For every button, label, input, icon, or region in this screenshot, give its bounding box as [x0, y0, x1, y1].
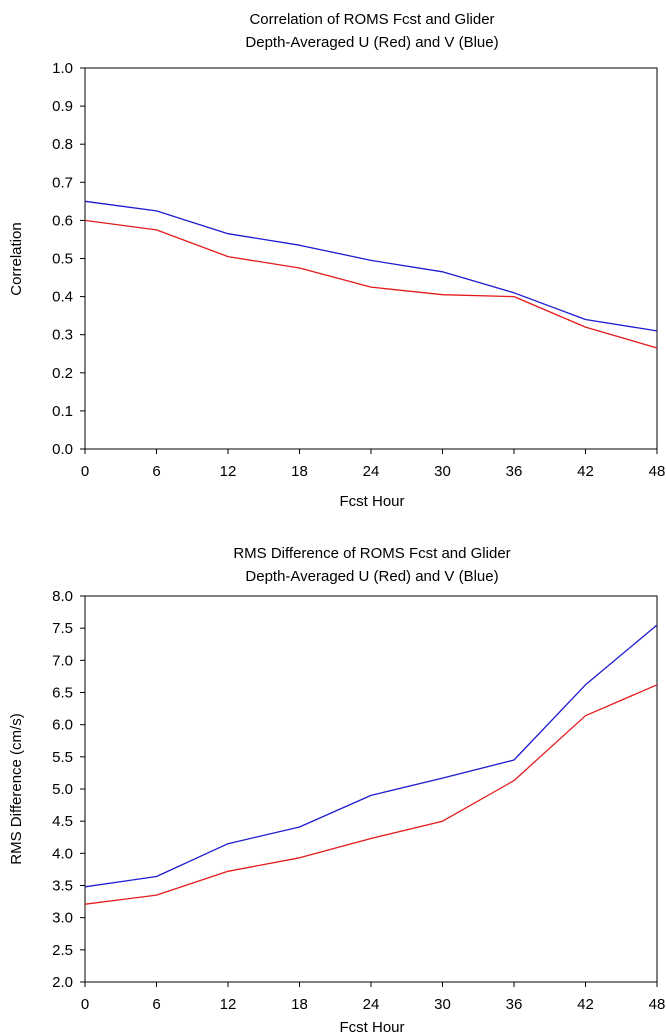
x-tick-label: 42	[577, 996, 594, 1013]
x-tick-label: 6	[152, 463, 160, 480]
y-tick-label: 0.7	[52, 174, 73, 191]
x-tick-label: 0	[81, 463, 89, 480]
y-axis-ticks: 2.0 2.5 3.0 3.5 4.0 4.5 5.0 5.5 6.0 6.5 7.0 7.5 8.0	[52, 588, 85, 991]
y-tick-label: 3.5	[52, 878, 73, 895]
y-tick-label: 0.2	[52, 365, 73, 382]
correlation-chart: Correlation of ROMS Fcst and Glider Dept…	[8, 11, 665, 510]
x-tick-label: 24	[363, 463, 380, 480]
series-line-v-blue	[84, 200, 658, 332]
x-tick-label: 48	[649, 996, 666, 1013]
y-axis-label: Correlation	[8, 222, 25, 295]
chart-title-line-2: Depth-Averaged U (Red) and V (Blue)	[245, 568, 498, 585]
y-tick-label: 6.5	[52, 685, 73, 702]
y-axis-ticks: 0.0 0.1 0.2 0.3 0.4 0.5 0.6 0.7 0.8 0.9 1.0	[52, 60, 85, 458]
plot-area-frame	[84, 595, 658, 983]
y-tick-label: 8.0	[52, 588, 73, 605]
x-axis-ticks: 0 6 12 18 24 30 36 42 48	[81, 449, 666, 480]
y-tick-label: 0.3	[52, 327, 73, 344]
series-line-v-blue	[84, 624, 658, 888]
y-tick-label: 2.5	[52, 942, 73, 959]
y-tick-label: 4.5	[52, 813, 73, 830]
y-tick-label: 6.0	[52, 717, 73, 734]
y-tick-label: 7.0	[52, 652, 73, 669]
y-tick-label: 7.5	[52, 620, 73, 637]
series-line-u-red	[84, 684, 658, 905]
y-tick-label: 5.5	[52, 749, 73, 766]
series-line-u-red	[84, 219, 658, 349]
x-tick-label: 6	[152, 996, 160, 1013]
chart-title-line-1: Correlation of ROMS Fcst and Glider	[249, 11, 494, 28]
y-axis-label: RMS Difference (cm/s)	[8, 713, 25, 864]
x-tick-label: 18	[291, 463, 308, 480]
x-tick-label: 24	[363, 996, 380, 1013]
x-tick-label: 36	[506, 996, 523, 1013]
y-tick-label: 0.4	[52, 289, 73, 306]
y-tick-label: 4.0	[52, 845, 73, 862]
x-tick-label: 0	[81, 996, 89, 1013]
y-tick-label: 0.6	[52, 212, 73, 229]
x-axis-label: Fcst Hour	[339, 493, 404, 510]
x-axis-ticks: 0 6 12 18 24 30 36 42 48	[81, 982, 666, 1013]
y-tick-label: 0.8	[52, 136, 73, 153]
x-tick-label: 12	[220, 996, 237, 1013]
series-lines	[84, 200, 658, 349]
x-tick-label: 48	[649, 463, 666, 480]
x-axis-label: Fcst Hour	[339, 1019, 404, 1036]
y-tick-label: 0.1	[52, 403, 73, 420]
x-tick-label: 30	[434, 996, 451, 1013]
y-tick-label: 1.0	[52, 60, 73, 77]
x-tick-label: 36	[506, 463, 523, 480]
chart-title-line-1: RMS Difference of ROMS Fcst and Glider	[233, 545, 510, 562]
rms-difference-chart: RMS Difference of ROMS Fcst and Glider D…	[8, 545, 665, 1036]
x-tick-label: 12	[220, 463, 237, 480]
x-tick-label: 18	[291, 996, 308, 1013]
plot-area-frame	[84, 67, 658, 450]
y-tick-label: 2.0	[52, 974, 73, 991]
x-tick-label: 30	[434, 463, 451, 480]
x-tick-label: 42	[577, 463, 594, 480]
y-tick-label: 3.0	[52, 910, 73, 927]
y-tick-label: 0.5	[52, 251, 73, 268]
series-lines	[84, 624, 658, 905]
y-tick-label: 5.0	[52, 781, 73, 798]
y-tick-label: 0.9	[52, 98, 73, 115]
chart-title-line-2: Depth-Averaged U (Red) and V (Blue)	[245, 34, 498, 51]
y-tick-label: 0.0	[52, 441, 73, 458]
